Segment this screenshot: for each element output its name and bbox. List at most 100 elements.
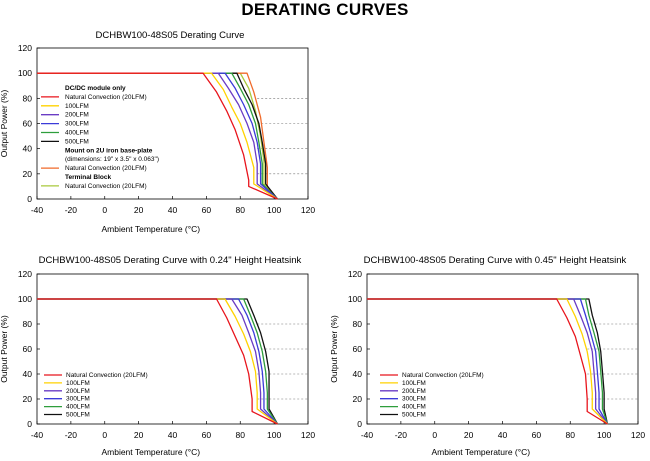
derating-chart-heatsink-045: DCHBW100-48S05 Derating Curve with 0.45"… (329, 255, 645, 457)
chart-2-x-axis-label: Ambient Temperature (°C) (431, 447, 530, 457)
chart-0-series-2-line (37, 72, 278, 200)
chart-1-x-tick-label: -40 (31, 430, 44, 440)
chart-1-y-tick-label: 120 (18, 269, 32, 279)
chart-0-x-tick-label: 0 (102, 205, 107, 215)
chart-0-series-0-line (37, 72, 278, 200)
chart-0-legend-entry: Natural Convection (20LFM) (65, 183, 147, 190)
chart-2-y-tick-label: 40 (353, 369, 363, 379)
chart-0-legend-entry: Natural Convection (20LFM) (65, 94, 147, 101)
chart-1-x-tick-label: 60 (202, 430, 212, 440)
chart-1-legend-entry: 300LFM (66, 396, 90, 403)
chart-2-series-3-line (367, 298, 609, 425)
chart-2-legend-entry: 200LFM (402, 388, 426, 395)
chart-0-y-tick-label: 100 (18, 68, 32, 78)
chart-2-x-tick-label: -40 (361, 430, 374, 440)
chart-0-y-tick-label: 60 (23, 119, 33, 129)
chart-2-x-tick-label: 40 (498, 430, 508, 440)
chart-1-legend-entry: 200LFM (66, 388, 90, 395)
chart-0-x-tick-label: 40 (168, 205, 178, 215)
chart-0-x-tick-label: -40 (31, 205, 44, 215)
chart-2-y-tick-label: 100 (348, 294, 362, 304)
chart-2-series-4-line (367, 298, 609, 425)
chart-2-legend-entry: 400LFM (402, 404, 426, 411)
chart-0-x-tick-label: 120 (301, 205, 315, 215)
chart-1-title: DCHBW100-48S05 Derating Curve with 0.24"… (39, 255, 302, 266)
chart-0-series-3-line (37, 72, 278, 200)
chart-2-legend-entry: Natural Convection (20LFM) (402, 372, 484, 379)
chart-0-legend-header: Mount on 2U iron base-plate (65, 147, 153, 154)
chart-1-legend-entry: 400LFM (66, 404, 90, 411)
chart-0-y-tick-label: 40 (23, 144, 33, 154)
chart-2-series-5-line (367, 298, 609, 425)
chart-0-legend-header: Terminal Block (65, 174, 112, 181)
chart-0-legend-entry: 400LFM (65, 130, 89, 137)
chart-1-series-0-line (37, 298, 278, 425)
chart-0-series-5-line (37, 72, 279, 200)
chart-2-x-tick-label: 60 (532, 430, 542, 440)
chart-1-x-tick-label: 120 (301, 430, 315, 440)
chart-2-y-tick-label: 60 (353, 344, 363, 354)
chart-1-x-tick-label: 0 (102, 430, 107, 440)
chart-0-y-tick-label: 80 (23, 93, 33, 103)
chart-2-y-tick-label: 0 (357, 419, 362, 429)
chart-0-legend-note: (dimensions: 19" x 3.5" x 0.063") (65, 156, 159, 163)
chart-1-series-5-line (37, 298, 279, 425)
chart-1-legend-entry: Natural Convection (20LFM) (66, 372, 148, 379)
chart-0-x-tick-label: 60 (202, 205, 212, 215)
chart-2-x-tick-label: 100 (597, 430, 611, 440)
chart-0-x-tick-label: 20 (134, 205, 144, 215)
chart-1-x-axis-label: Ambient Temperature (°C) (101, 447, 200, 457)
chart-1-legend-entry: 100LFM (66, 380, 90, 387)
chart-2-x-tick-label: -20 (395, 430, 408, 440)
chart-2-series-1-line (367, 298, 608, 425)
chart-0-y-tick-label: 0 (27, 194, 32, 204)
chart-0-legend-header: DC/DC module only (65, 85, 126, 92)
chart-0-series-4-line (37, 72, 278, 200)
derating-chart-module: DCHBW100-48S05 Derating Curve -40 -20 0 20 40… (0, 30, 315, 234)
chart-1-x-tick-label: -20 (65, 430, 78, 440)
chart-2-x-tick-label: 80 (566, 430, 576, 440)
chart-1-series-1-line (37, 298, 278, 425)
chart-0-legend-entry: 500LFM (65, 138, 89, 145)
chart-2-y-tick-label: 120 (348, 269, 362, 279)
chart-2-y-tick-label: 20 (353, 394, 363, 404)
chart-1-y-tick-label: 40 (23, 369, 33, 379)
chart-2-series-2-line (367, 298, 609, 425)
chart-0-x-tick-label: -20 (65, 205, 78, 215)
chart-1-series-3-line (37, 298, 278, 425)
chart-0-y-tick-label: 20 (23, 169, 33, 179)
chart-0-x-tick-label: 100 (267, 205, 281, 215)
page-title: DERATING CURVES (241, 0, 409, 19)
chart-2-x-tick-label: 120 (631, 430, 645, 440)
chart-1-x-tick-label: 20 (134, 430, 144, 440)
chart-2-x-tick-label: 0 (432, 430, 437, 440)
chart-0-y-tick-label: 120 (18, 43, 32, 53)
chart-1-y-axis-label: Output Power (%) (0, 315, 9, 383)
chart-1-x-tick-label: 40 (168, 430, 178, 440)
chart-2-title: DCHBW100-48S05 Derating Curve with 0.45"… (364, 255, 627, 266)
chart-2-series-0-line (367, 298, 608, 425)
chart-1-y-tick-label: 80 (23, 319, 33, 329)
chart-1-series-2-line (37, 298, 278, 425)
chart-1-x-tick-label: 100 (267, 430, 281, 440)
chart-0-y-axis-label: Output Power (%) (0, 90, 9, 158)
chart-2-legend-entry: 100LFM (402, 380, 426, 387)
chart-0-series-1-line (37, 72, 278, 200)
chart-1-y-tick-label: 0 (27, 419, 32, 429)
derating-chart-heatsink-024: DCHBW100-48S05 Derating Curve with 0.24"… (0, 255, 315, 457)
chart-2-legend-entry: 300LFM (402, 396, 426, 403)
chart-0-legend-entry: Natural Convection (20LFM) (65, 165, 147, 172)
chart-2-y-tick-label: 80 (353, 319, 363, 329)
chart-0-x-axis-label: Ambient Temperature (°C) (101, 224, 200, 234)
chart-2-x-tick-label: 20 (464, 430, 474, 440)
chart-0-title: DCHBW100-48S05 Derating Curve (96, 30, 245, 41)
chart-1-series-4-line (37, 298, 279, 425)
chart-1-y-tick-label: 60 (23, 344, 33, 354)
chart-0-legend-entry: 200LFM (65, 112, 89, 119)
chart-0-series-6-line (37, 72, 279, 200)
chart-0-x-tick-label: 80 (236, 205, 246, 215)
chart-1-x-tick-label: 80 (236, 430, 246, 440)
chart-2-legend-entry: 500LFM (402, 412, 426, 419)
chart-1-y-tick-label: 100 (18, 294, 32, 304)
chart-1-legend-entry: 500LFM (66, 412, 90, 419)
